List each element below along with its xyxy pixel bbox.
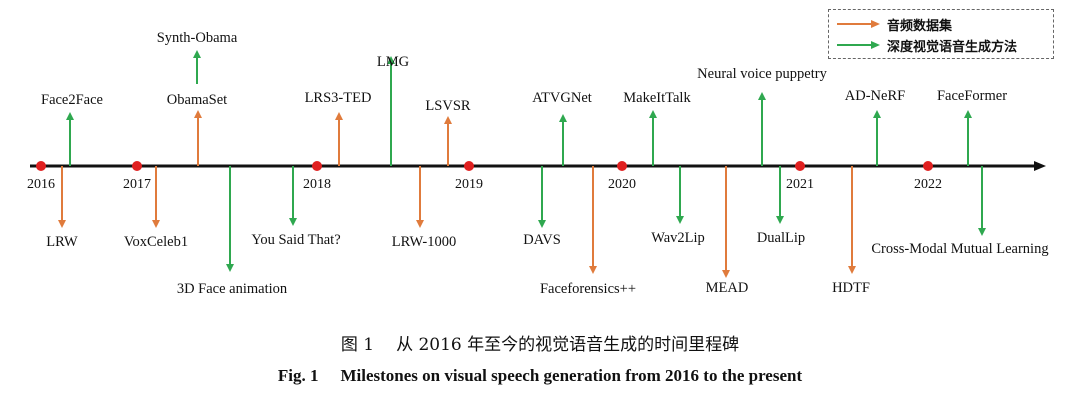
milestone-label: LRS3-TED	[305, 90, 372, 106]
milestone-label: Face2Face	[41, 92, 103, 108]
year-label: 2016	[27, 177, 55, 192]
year-label: 2018	[303, 177, 331, 192]
caption-english: Fig. 1 Milestones on visual speech genera…	[0, 366, 1080, 386]
orange-arrow-icon	[837, 20, 880, 28]
milestone-label: DualLip	[757, 230, 805, 246]
milestone-label: LSVSR	[425, 98, 470, 114]
milestone-label: HDTF	[832, 280, 870, 296]
milestone-label: MakeItTalk	[623, 90, 691, 106]
year-label: 2020	[608, 177, 636, 192]
milestone-label: FaceFormer	[937, 88, 1007, 104]
year-dot-2021	[795, 161, 805, 171]
year-dot-2017	[132, 161, 142, 171]
caption-cn-number: 图 1	[340, 335, 375, 355]
year-label: 2021	[786, 177, 814, 192]
year-label: 2017	[123, 177, 151, 192]
milestone-label: LMG	[377, 54, 410, 70]
milestone-label: VoxCeleb1	[124, 234, 188, 250]
legend-item-method: 深度视觉语音生成方法	[837, 35, 1017, 55]
year-dot-2022	[923, 161, 933, 171]
milestone-label: Faceforensics++	[540, 281, 636, 297]
milestone-label: Synth-Obama	[157, 30, 238, 46]
milestone-label: Neural voice puppetry	[697, 66, 827, 82]
milestone-label: You Said That?	[251, 232, 340, 248]
year-label: 2019	[455, 177, 483, 192]
year-dot-2018	[312, 161, 322, 171]
legend-label-method: 深度视觉语音生成方法	[887, 39, 1018, 55]
milestone-label: ObamaSet	[167, 92, 227, 108]
year-dot-2020	[617, 161, 627, 171]
milestone-label: LRW	[46, 234, 78, 250]
milestone-label: LRW-1000	[392, 234, 456, 250]
milestone-label: ATVGNet	[532, 90, 592, 106]
milestone-label: MEAD	[706, 280, 749, 296]
caption-en-text: Milestones on visual speech generation f…	[340, 366, 803, 385]
year-dot-2016	[36, 161, 46, 171]
milestone-label: Wav2Lip	[651, 230, 705, 246]
caption-en-number: Fig. 1	[277, 366, 319, 385]
milestone-label: DAVS	[523, 232, 561, 248]
timeline-diagram: 2016 2017 2018 2019 2020 2021 2022 Face2Face LR…	[27, 30, 1049, 297]
legend-label-dataset: 音频数据集	[887, 18, 953, 34]
year-label: 2022	[914, 177, 942, 192]
caption-cn-text: 从 2016 年至今的视觉语音生成的时间里程碑	[396, 335, 740, 355]
milestone-label: 3D Face animation	[177, 281, 288, 297]
year-dot-2019	[464, 161, 474, 171]
legend: 音频数据集 深度视觉语音生成方法	[828, 9, 1054, 59]
green-arrow-icon	[837, 41, 880, 49]
caption-chinese: 图 1 从 2016 年至今的视觉语音生成的时间里程碑	[0, 330, 1080, 355]
legend-item-dataset: 音频数据集	[837, 14, 952, 34]
milestone-label: AD-NeRF	[845, 88, 905, 104]
milestone-label: Cross-Modal Mutual Learning	[871, 241, 1048, 257]
